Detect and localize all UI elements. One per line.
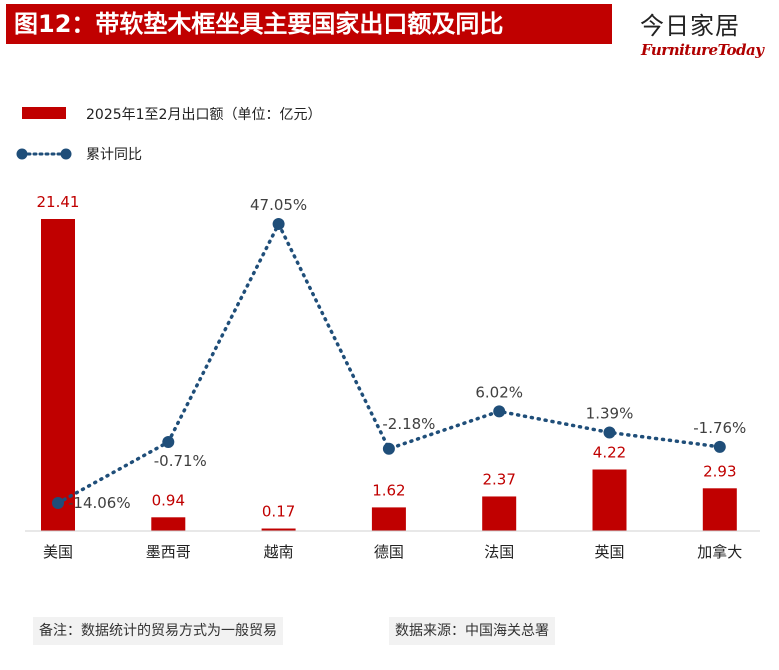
bar-6 <box>702 488 737 531</box>
yoy-point-0 <box>52 497 64 509</box>
brand-logo-cn: 今日家居 <box>640 12 740 40</box>
yoy-point-2 <box>272 218 285 230</box>
yoy-point-1 <box>162 436 175 449</box>
legend-line-label: 累计同比 <box>86 147 142 163</box>
bar-2 <box>261 528 296 531</box>
yoy-point-4 <box>493 405 506 418</box>
x-tick-label-3: 德国 <box>374 543 404 561</box>
bar-4 <box>482 496 517 531</box>
x-tick-label-2: 越南 <box>264 543 294 561</box>
legend-bar-label: 2025年1至2月出口额（单位：亿元） <box>86 107 321 123</box>
bar-value-label-3: 1.62 <box>372 481 405 499</box>
chart-title: 图12：带软垫木框坐具主要国家出口额及同比 <box>6 4 612 44</box>
legend-bar-swatch <box>22 107 66 119</box>
footer-source: 数据来源：中国海关总署 <box>389 617 555 645</box>
x-tick-label-4: 法国 <box>484 543 514 561</box>
yoy-value-label-6: -1.76% <box>693 419 746 437</box>
yoy-value-label-4: 6.02% <box>475 383 523 401</box>
bar-3 <box>371 507 406 531</box>
x-tick-label-1: 墨西哥 <box>146 543 191 561</box>
yoy-value-label-3: -2.18% <box>382 415 435 433</box>
bar-value-label-1: 0.94 <box>152 491 185 509</box>
legend: 2025年1至2月出口额（单位：亿元） 累计同比 <box>16 107 321 163</box>
legend-line-marker-right <box>60 148 72 160</box>
bar-value-label-4: 2.37 <box>482 470 515 488</box>
yoy-point-5 <box>603 426 616 439</box>
footer-note: 备注：数据统计的贸易方式为一般贸易 <box>33 617 283 645</box>
yoy-value-label-1: -0.71% <box>154 452 207 470</box>
yoy-value-label-5: 1.39% <box>586 404 634 422</box>
bar-value-label-5: 4.22 <box>593 444 626 462</box>
x-tick-label-0: 美国 <box>43 543 73 561</box>
yoy-point-6 <box>713 440 726 453</box>
brand-logo-en: FurnitureToday <box>641 41 764 59</box>
bar-1 <box>151 517 186 531</box>
legend-line-marker-left <box>16 148 28 160</box>
bar-value-label-0: 21.41 <box>37 193 80 211</box>
bar-value-label-6: 2.93 <box>703 462 736 480</box>
yoy-value-label-2: 47.05% <box>250 196 307 214</box>
x-tick-label-6: 加拿大 <box>697 543 742 561</box>
bar-0 <box>41 219 75 531</box>
bar-value-label-2: 0.17 <box>262 503 295 521</box>
x-tick-label-5: 英国 <box>594 543 624 561</box>
yoy-point-3 <box>382 442 395 455</box>
bar-5 <box>592 469 627 531</box>
yoy-value-label-0: -14.06% <box>68 494 131 512</box>
